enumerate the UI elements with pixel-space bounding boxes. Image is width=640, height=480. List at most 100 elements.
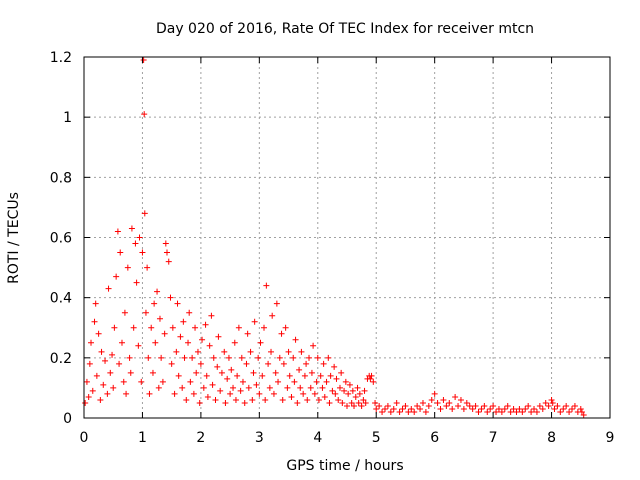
data-point [142,309,149,316]
data-point [399,405,406,412]
data-point [352,393,359,400]
data-point [183,396,190,403]
data-point [251,318,258,325]
data-point [266,384,273,391]
data-point [578,408,585,415]
data-point [128,225,135,232]
data-point [190,390,197,397]
data-point [414,402,421,409]
data-point [321,393,328,400]
data-point [163,249,170,256]
data-point [158,354,165,361]
data-point [463,399,470,406]
data-point [301,372,308,379]
data-point [339,399,346,406]
data-point [253,381,260,388]
data-point [440,396,447,403]
data-point [256,390,263,397]
data-point [284,384,291,391]
data-point [370,378,377,385]
data-point [145,354,152,361]
data-point [261,324,268,331]
data-point [245,384,252,391]
data-point [276,354,283,361]
data-point [303,360,310,367]
data-point [346,381,353,388]
data-point [507,408,514,415]
data-point [206,342,213,349]
data-point [151,300,158,307]
data-point [180,318,187,325]
data-point [113,273,120,280]
data-point [124,264,131,271]
data-point [362,399,369,406]
data-point [189,354,196,361]
data-point [217,387,224,394]
data-point [449,405,456,412]
data-point [516,405,523,412]
y-tick-label: 0.2 [50,351,72,367]
data-point [481,402,488,409]
data-point [156,315,163,322]
data-point [214,363,221,370]
data-point [528,408,535,415]
data-point [118,339,125,346]
data-point [82,399,89,406]
data-point [102,357,109,364]
data-point [425,402,432,409]
data-point [263,282,270,289]
data-point [315,396,322,403]
data-point [132,240,139,247]
data-point [452,393,459,400]
y-axis-ticks: 0 0.2 0.4 0.6 0.8 1 1.2 [50,50,610,427]
data-point [314,354,321,361]
data-point [325,354,332,361]
data-point [162,240,169,247]
data-point [174,300,181,307]
data-point [111,324,118,331]
data-point [202,321,209,328]
data-point [116,360,123,367]
data-point [95,330,102,337]
data-point [141,111,148,118]
data-point [152,339,159,346]
data-point [177,333,184,340]
data-point [310,342,317,349]
data-point [296,366,303,373]
data-point [472,402,479,409]
data-point [85,393,92,400]
y-tick-label: 0.4 [50,291,72,307]
data-point [249,396,256,403]
x-tick-label: 2 [196,430,205,446]
data-point [332,390,339,397]
data-point [148,324,155,331]
data-point [91,318,98,325]
data-point [127,369,134,376]
y-tick-label: 1 [63,110,72,126]
y-tick-label: 0 [63,411,72,427]
data-point [97,396,104,403]
data-point [548,396,555,403]
data-point [243,360,250,367]
data-point [484,408,491,415]
data-point [323,378,330,385]
data-point [117,249,124,256]
data-point [120,378,127,385]
data-point [542,399,549,406]
data-point [231,339,238,346]
data-point [130,324,137,331]
data-point [422,408,429,415]
data-point [376,402,383,409]
data-point [200,384,207,391]
data-point [88,339,95,346]
data-point [487,405,494,412]
data-point [390,405,397,412]
x-tick-label: 0 [80,430,89,446]
data-point [329,387,336,394]
data-point [136,234,143,241]
data-point [204,393,211,400]
data-point [269,312,276,319]
data-point [460,405,467,412]
data-point [171,390,178,397]
